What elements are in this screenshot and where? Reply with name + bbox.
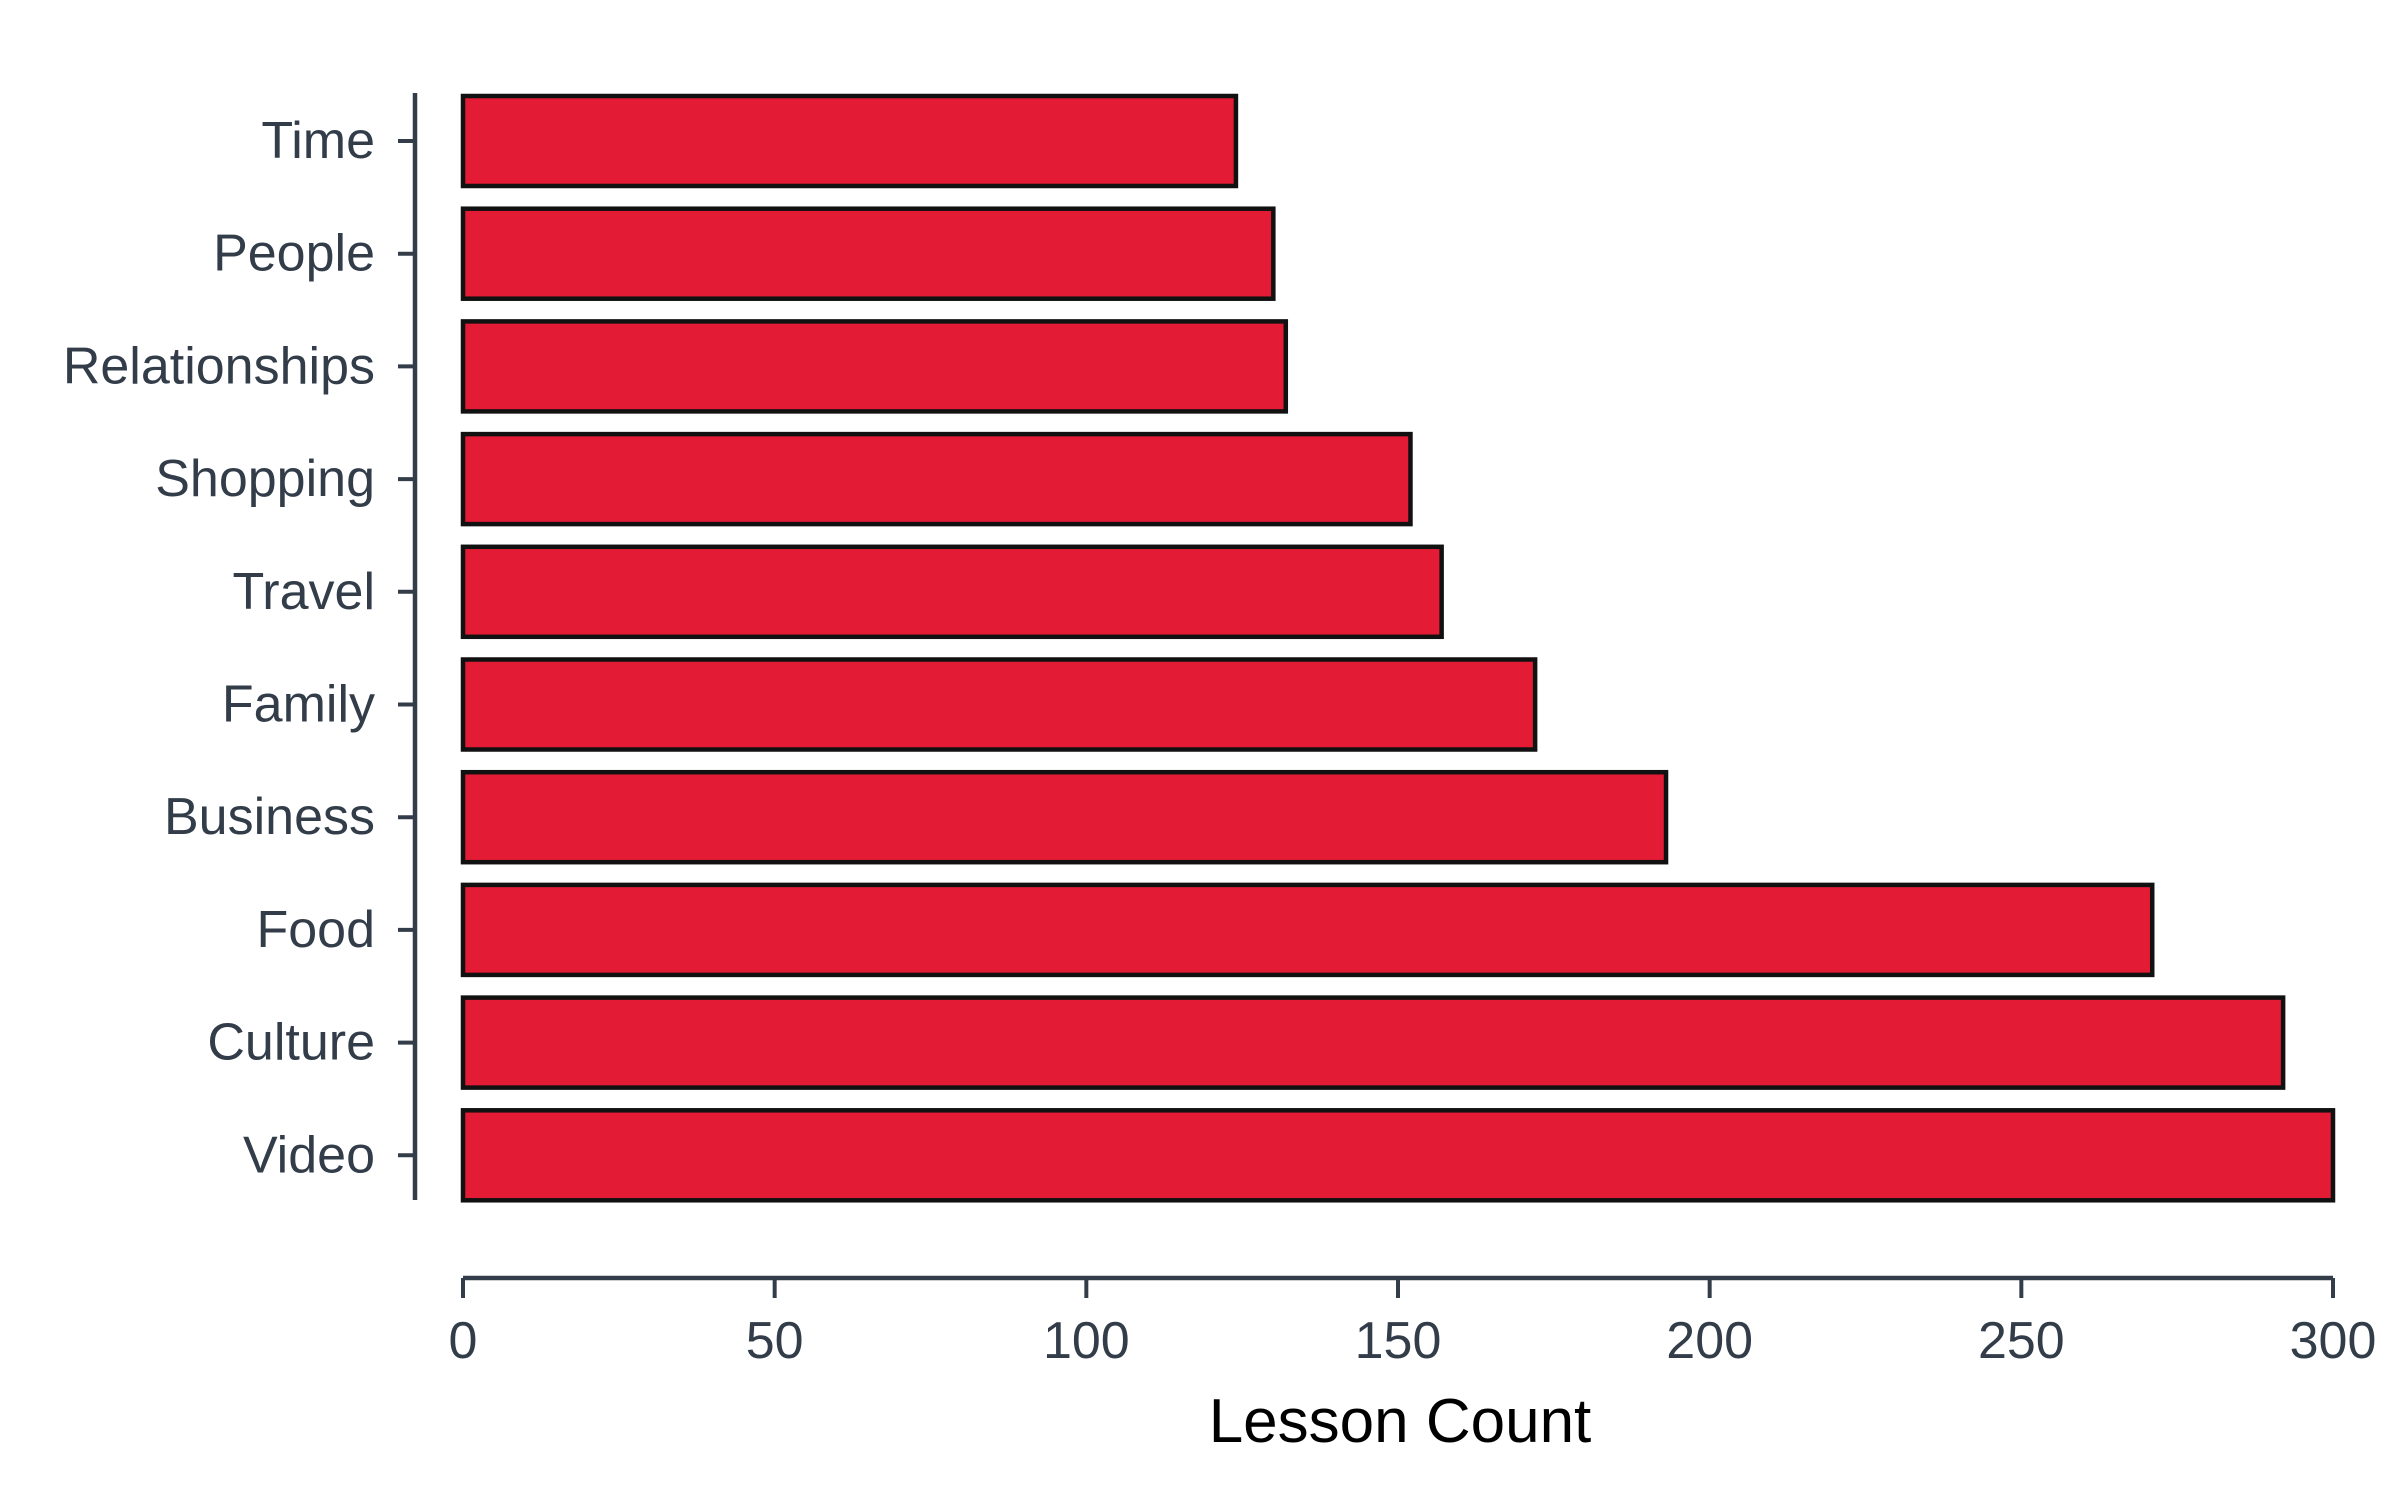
bar-food (460, 882, 2155, 978)
bar-time (460, 93, 1239, 189)
y-tick-label: Food (256, 901, 375, 959)
y-axis-ticks: Time People Relationships Shopping Travel Fam… (63, 112, 415, 1184)
bar-people (460, 206, 1276, 301)
bar-shopping (460, 431, 1413, 527)
x-axis-title: Lesson Count (1209, 1387, 1592, 1456)
x-tick-label: 0 (449, 1312, 478, 1370)
x-tick-label: 150 (1355, 1312, 1442, 1370)
x-axis-ticks: 0 50 100 150 200 250 300 (449, 1278, 2377, 1370)
y-tick-label: People (213, 225, 375, 283)
y-tick-label: Travel (232, 563, 375, 621)
bar-video (460, 1108, 2336, 1203)
x-tick-label: 300 (2290, 1312, 2377, 1370)
bar-culture (460, 995, 2286, 1090)
y-tick-label: Family (222, 676, 375, 734)
y-tick-label: Relationships (63, 337, 375, 395)
y-tick-label: Time (261, 112, 375, 170)
x-tick-label: 200 (1666, 1312, 1753, 1370)
y-tick-label: Culture (207, 1014, 375, 1072)
bar-relationships (460, 319, 1289, 414)
x-tick-label: 250 (1978, 1312, 2065, 1370)
bar-family (460, 657, 1538, 752)
bar-travel (460, 544, 1444, 640)
y-tick-label: Shopping (155, 450, 375, 508)
bar-business (460, 769, 1669, 865)
x-tick-label: 50 (746, 1312, 804, 1370)
y-tick-label: Business (164, 788, 375, 846)
bars-group (460, 93, 2336, 1203)
y-tick-label: Video (243, 1126, 375, 1184)
x-tick-label: 100 (1043, 1312, 1130, 1370)
